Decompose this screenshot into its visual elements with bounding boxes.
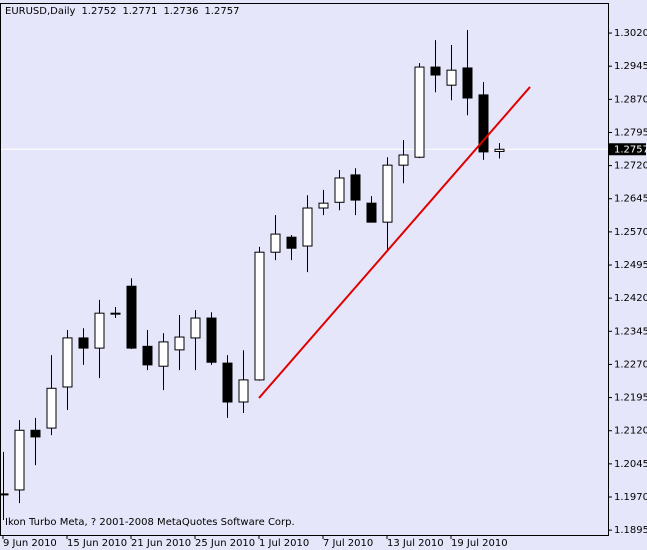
candle-body (174, 336, 185, 351)
candle-body (478, 94, 489, 153)
candle-body (238, 379, 249, 403)
current-price-label: 1.2757 (614, 144, 647, 155)
y-tick-label: 1.2420 (614, 293, 647, 304)
candle-body (0, 493, 9, 496)
y-tick-label: 1.2720 (614, 161, 647, 172)
x-tick-label: 15 Jun 2010 (67, 538, 127, 549)
candle-body (350, 174, 361, 201)
candle-body (462, 67, 473, 99)
candle-body (494, 148, 505, 152)
candle-body (366, 202, 377, 223)
candle-body (62, 337, 73, 388)
header-open: 1.2752 (81, 6, 116, 17)
candle-body (318, 202, 329, 209)
chart-header: EURUSD,Daily 1.2752 1.2771 1.2736 1.2757 (5, 6, 239, 17)
candle-body (382, 164, 393, 223)
plot-area (0, 29, 608, 520)
candle-body (398, 154, 409, 166)
y-tick-label: 1.2870 (614, 94, 647, 105)
candle-body (270, 233, 281, 253)
x-tick-label: 25 Jun 2010 (195, 538, 255, 549)
plot-frame (0, 3, 609, 536)
candle-body (30, 429, 41, 438)
x-tick-label: 1 Jul 2010 (259, 538, 309, 549)
y-tick-label: 1.2345 (614, 326, 647, 337)
y-tick-label: 1.2795 (614, 127, 647, 138)
y-tick-label: 1.2120 (614, 426, 647, 437)
header-high: 1.2771 (122, 6, 157, 17)
trendline (258, 86, 531, 399)
candle-body (430, 66, 441, 76)
symbol: EURUSD,Daily (5, 6, 76, 17)
candle-body (14, 429, 25, 491)
candle-body (254, 251, 265, 381)
candle-body (110, 312, 121, 315)
x-tick-label: 21 Jun 2010 (131, 538, 191, 549)
candle-body (446, 69, 457, 86)
x-tick-label: 19 Jul 2010 (451, 538, 508, 549)
candle-body (190, 317, 201, 339)
y-tick-label: 1.2945 (614, 61, 647, 72)
candle-body (78, 337, 89, 349)
candle-body (158, 341, 169, 367)
candle-body (206, 317, 217, 363)
candle-body (46, 387, 57, 429)
candle-body (334, 177, 345, 203)
x-tick-label: 9 Jun 2010 (3, 538, 57, 549)
current-price-box (609, 143, 646, 156)
candle-body (302, 207, 313, 247)
x-tick-label: 13 Jul 2010 (387, 538, 444, 549)
candle-body (142, 345, 153, 366)
y-tick-label: 1.1970 (614, 492, 647, 503)
candle-body (414, 66, 425, 158)
x-tick-label: 7 Jul 2010 (323, 538, 373, 549)
y-tick-label: 1.3020 (614, 28, 647, 39)
candle-body (94, 312, 105, 349)
candle-body (222, 362, 233, 403)
y-tick-label: 1.2270 (614, 359, 647, 370)
header-low: 1.2736 (163, 6, 198, 17)
header-close: 1.2757 (204, 6, 239, 17)
y-tick-label: 1.2495 (614, 260, 647, 271)
y-tick-label: 1.2570 (614, 227, 647, 238)
y-tick-label: 1.1895 (614, 525, 647, 536)
y-tick-label: 1.2645 (614, 194, 647, 205)
candle-body (126, 285, 137, 349)
candle-body (286, 236, 297, 249)
footer: Ikon Turbo Meta, ? 2001-2008 MetaQuotes … (5, 517, 295, 528)
y-tick-label: 1.2045 (614, 459, 647, 470)
y-tick-label: 1.2195 (614, 393, 647, 404)
